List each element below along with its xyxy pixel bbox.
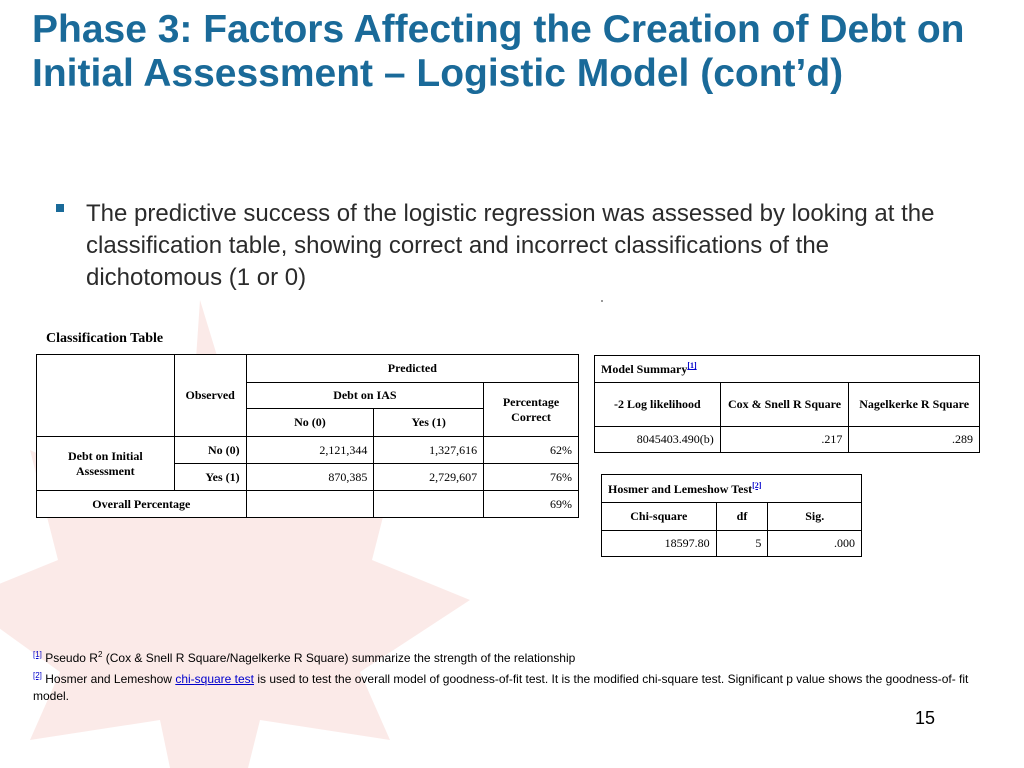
cell-value: 5: [715, 530, 769, 557]
row-label: Yes (1): [173, 463, 247, 491]
empty-cell: [373, 490, 485, 518]
footnote-2-link[interactable]: [2]: [752, 480, 762, 490]
cell-value: 2,121,344: [245, 436, 375, 464]
predicted-header: Predicted: [245, 354, 580, 383]
bullet-text: The predictive success of the logistic r…: [86, 200, 935, 291]
maple-leaf-watermark: [0, 300, 470, 768]
footnote-2-text-a: Hosmer and Lemeshow: [41, 672, 176, 686]
table-row: Debt on Initial Assessment No (0) 2,121,…: [36, 436, 579, 491]
sig-header: Sig.: [767, 502, 862, 531]
square-bullet-icon: [56, 204, 64, 212]
log-likelihood-header: -2 Log likelihood: [594, 382, 721, 427]
bullet-point: The predictive success of the logistic r…: [56, 198, 956, 294]
empty-corner-cell: [36, 354, 175, 437]
table-row: Overall Percentage 69%: [36, 490, 579, 518]
cell-value: 18597.80: [601, 530, 717, 557]
footnote-1-text-b: (Cox & Snell R Square/Nagelkerke R Squar…: [102, 651, 576, 665]
cell-value: 76%: [483, 463, 579, 491]
model-summary-title-text: Model Summary: [601, 362, 688, 376]
table-row: 8045403.490(b) .217 .289: [594, 426, 980, 453]
hosmer-lemeshow-table: Hosmer and Lemeshow Test[2] Chi-square d…: [601, 474, 862, 557]
nagelkerke-header: Nagelkerke R Square: [848, 382, 980, 427]
cell-value: 870,385: [245, 463, 375, 491]
empty-cell: [245, 490, 375, 518]
footnote-2-ref[interactable]: [2]: [33, 671, 42, 680]
overall-percentage-label: Overall Percentage: [36, 490, 247, 518]
footnote-2: [2] Hosmer and Lemeshow chi-square test …: [33, 667, 993, 705]
table-row: 18597.80 5 .000: [601, 530, 862, 557]
hosmer-title: Hosmer and Lemeshow Test[2]: [601, 474, 862, 503]
hosmer-title-text: Hosmer and Lemeshow Test: [608, 481, 753, 496]
model-summary-table: Model Summary[1] -2 Log likelihood Cox &…: [594, 355, 980, 453]
footnote-1-superscript: 2: [97, 650, 103, 659]
cell-value: 1,327,616: [373, 436, 485, 464]
footnote-1-text-a: Pseudo R: [41, 651, 98, 665]
cell-value: 2,729,607: [373, 463, 485, 491]
slide-title: Phase 3: Factors Affecting the Creation …: [32, 8, 965, 95]
col-no-header: No (0): [245, 408, 375, 437]
observed-header: Observed: [173, 354, 247, 437]
footnotes: [1] Pseudo R2 (Cox & Snell R Square/Nage…: [33, 646, 993, 705]
overall-percentage-value: 69%: [483, 490, 579, 518]
footnote-1: [1] Pseudo R2 (Cox & Snell R Square/Nage…: [33, 646, 993, 667]
cell-value: .289: [848, 426, 980, 453]
footnote-1-link[interactable]: [1]: [687, 361, 697, 370]
df-header: df: [715, 502, 769, 531]
dot-mark: [601, 300, 603, 302]
chi-square-test-link[interactable]: chi-square test: [175, 672, 255, 686]
row-group-label: Debt on Initial Assessment: [36, 436, 175, 491]
model-summary-title: Model Summary[1]: [594, 355, 980, 383]
footnote-1-ref[interactable]: [1]: [33, 650, 42, 659]
percentage-correct-header: Percentage Correct: [483, 382, 579, 437]
classification-table-title: Classification Table: [46, 331, 164, 346]
cell-value: .217: [719, 426, 850, 453]
cox-snell-header: Cox & Snell R Square: [719, 382, 850, 427]
debt-on-ias-header: Debt on IAS: [245, 382, 485, 409]
cell-value: 62%: [483, 436, 579, 464]
row-label: No (0): [173, 436, 247, 464]
classification-table: Observed Predicted Debt on IAS Percentag…: [36, 354, 580, 518]
footnote-2-text-b: is used to test the overall model of goo…: [33, 672, 969, 703]
cell-value: .000: [767, 530, 862, 557]
col-yes-header: Yes (1): [373, 408, 485, 437]
cell-value: 8045403.490(b): [594, 426, 721, 453]
page-number: 15: [915, 708, 936, 728]
chi-square-header: Chi-square: [601, 502, 717, 531]
